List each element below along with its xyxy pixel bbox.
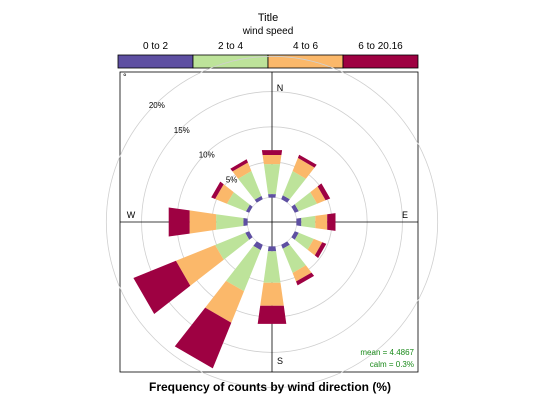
bar-dir90-bin4 xyxy=(327,213,335,231)
key-title: Title xyxy=(258,12,278,24)
radial-tick-labels: 5% 10% 15% 20% xyxy=(149,101,238,185)
bar-dir180-bin4 xyxy=(258,306,287,324)
bar-dir90-bin3 xyxy=(315,214,327,230)
compass-axes xyxy=(120,72,418,372)
corner-mark: ° xyxy=(123,72,127,82)
radial-label-15: 15% xyxy=(174,126,190,135)
chart-title: Frequency of counts by wind direction (%… xyxy=(149,380,391,394)
compass-west: W xyxy=(127,210,136,220)
bar-dir270-bin1 xyxy=(243,218,247,226)
key-label-4: 6 to 20.16 xyxy=(358,41,403,52)
key-swatch-3 xyxy=(268,55,343,68)
bar-dir180-bin3 xyxy=(260,283,284,306)
bar-dir270-bin2 xyxy=(216,214,243,230)
stat-calm: calm = 0.3% xyxy=(370,360,414,369)
radial-label-10: 10% xyxy=(199,151,215,160)
key-subtitle: wind speed xyxy=(242,26,294,37)
bar-dir0-bin1 xyxy=(268,194,276,198)
key-label-3: 4 to 6 xyxy=(293,41,318,52)
key-swatch-1 xyxy=(118,55,193,68)
bar-dir0-bin2 xyxy=(264,164,280,194)
color-key: Title wind speed 0 to 2 2 to 4 4 to 6 6 to … xyxy=(118,12,418,68)
compass-north: N xyxy=(277,83,284,93)
stat-mean: mean = 4.4867 xyxy=(360,348,414,357)
key-swatch-4 xyxy=(343,55,418,68)
radial-label-5: 5% xyxy=(226,176,238,185)
compass-east: E xyxy=(402,210,408,220)
bar-dir270-bin4 xyxy=(169,208,190,237)
bar-dir0-bin3 xyxy=(263,155,282,164)
compass-south: S xyxy=(277,356,283,366)
bar-dir0-bin4 xyxy=(262,150,282,155)
bar-dir180-bin2 xyxy=(264,251,281,282)
key-label-2: 2 to 4 xyxy=(218,41,243,52)
radial-label-20: 20% xyxy=(149,101,165,110)
key-label-1: 0 to 2 xyxy=(143,41,168,52)
bar-dir270-bin3 xyxy=(190,210,217,233)
bar-dir180-bin1 xyxy=(268,246,276,251)
bar-dir90-bin2 xyxy=(301,216,315,228)
bar-dir90-bin1 xyxy=(296,218,301,226)
